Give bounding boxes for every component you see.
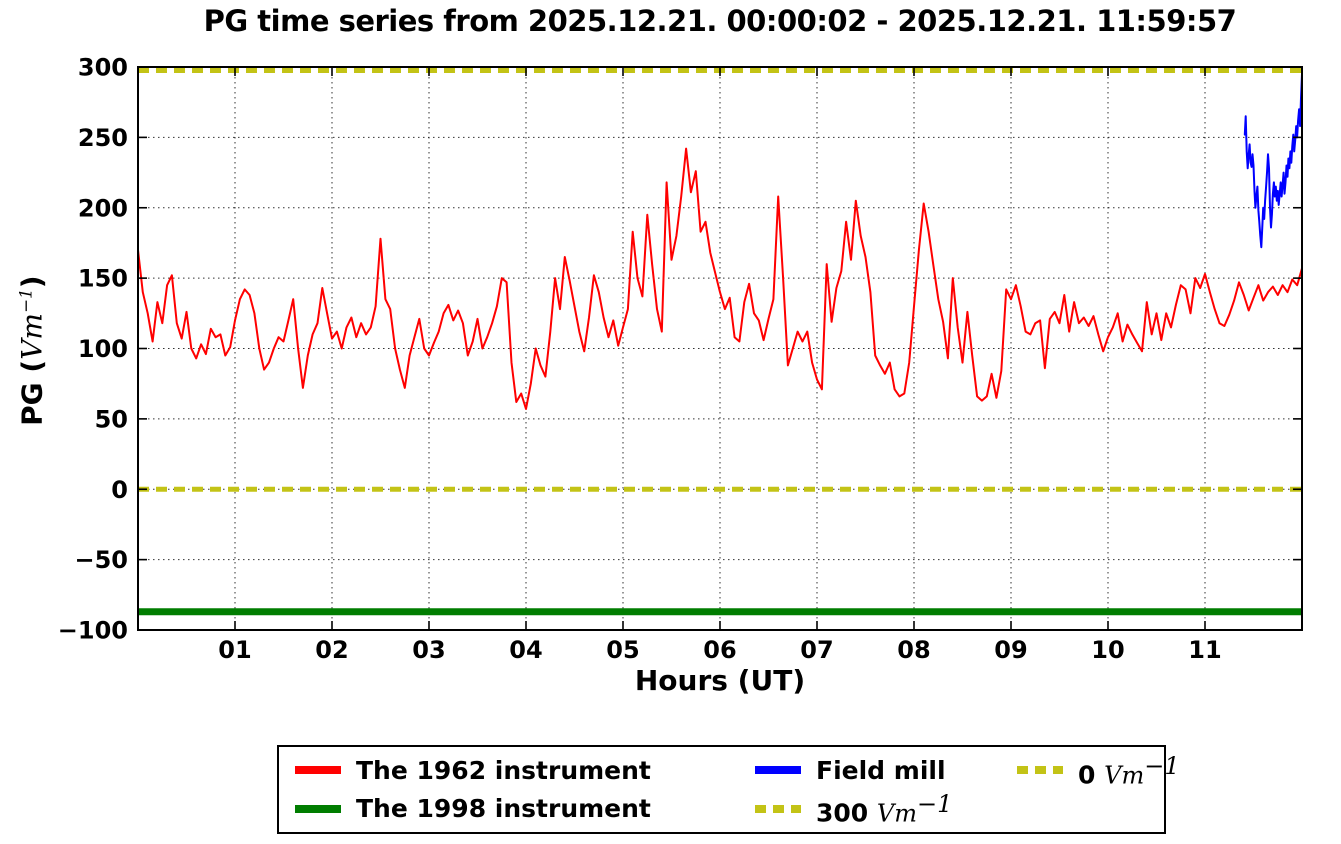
legend-swatch-yellow-dashed-line <box>755 804 801 813</box>
series-line-the-1962-instrument <box>137 147 1303 410</box>
legend-label: Field mill <box>816 755 946 785</box>
x-tick-label-10: 10 <box>1091 636 1124 664</box>
series-line-field-mill <box>1243 73 1303 249</box>
y-axis-label-suffix: ) <box>15 275 49 289</box>
y-tick-label-200: 200 <box>78 194 128 222</box>
legend-item-field-mill: Field mill <box>753 756 1015 785</box>
legend-item-1962-instrument: The 1962 instrument <box>293 756 753 785</box>
y-axis-label-exponent: −1 <box>15 288 36 314</box>
legend-swatch-red-line <box>295 766 341 775</box>
x-axis-label: Hours (UT) <box>634 664 806 697</box>
y-tick-label-−50: −50 <box>74 546 128 574</box>
legend-item-1998-instrument: The 1998 instrument <box>293 794 753 823</box>
y-axis-label-prefix: PG ( <box>15 359 49 426</box>
y-tick-label-0: 0 <box>111 476 128 504</box>
chart-title: PG time series from 2025.12.21. 00:00:02… <box>203 4 1237 38</box>
y-tick-label-150: 150 <box>78 265 128 293</box>
legend-swatch-blue-line <box>755 766 801 775</box>
legend-swatch-yellow-dashed-line <box>1017 766 1063 775</box>
legend-label: 300 Vm−1 <box>816 790 953 828</box>
legend-box: The 1962 instrument The 1998 instrument … <box>277 745 1180 834</box>
x-tick-label-03: 03 <box>412 636 445 664</box>
x-tick-label-08: 08 <box>897 636 930 664</box>
x-tick-label-04: 04 <box>509 636 542 664</box>
y-tick-label-−100: −100 <box>58 617 128 645</box>
x-tick-label-07: 07 <box>800 636 833 664</box>
y-axis-label: PG (Vm−1) <box>15 171 48 531</box>
x-tick-label-11: 11 <box>1188 636 1221 664</box>
legend-label: The 1998 instrument <box>356 794 651 824</box>
y-tick-label-50: 50 <box>95 405 128 433</box>
y-tick-label-250: 250 <box>78 124 128 152</box>
legend-label: The 1962 instrument <box>356 755 651 785</box>
x-tick-label-09: 09 <box>994 636 1027 664</box>
x-tick-label-05: 05 <box>606 636 639 664</box>
y-axis-label-unit: Vm <box>15 313 49 360</box>
legend-swatch-green-line <box>295 804 341 813</box>
x-tick-label-06: 06 <box>703 636 736 664</box>
y-tick-label-100: 100 <box>78 335 128 363</box>
x-tick-label-02: 02 <box>315 636 348 664</box>
x-tick-label-01: 01 <box>218 636 251 664</box>
legend-item-300-reference: 300 Vm−1 <box>753 790 1015 827</box>
legend-label: 0 Vm−1 <box>1078 751 1180 789</box>
y-tick-label-300: 300 <box>78 54 128 82</box>
legend-item-0-reference: 0 Vm−1 <box>1015 752 1180 789</box>
